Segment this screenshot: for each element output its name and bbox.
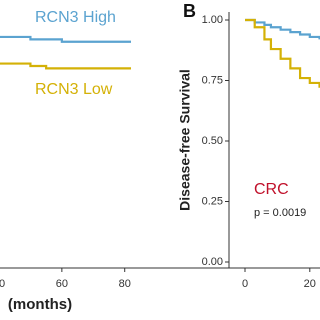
- x-tick-label: 20: [304, 278, 316, 290]
- y-tick-label: 0.00: [202, 256, 223, 268]
- y-axis-label: Disease-free Survival: [177, 69, 193, 211]
- x-tick-label: 0: [242, 278, 248, 290]
- legend-entry: RCN3 High: [35, 9, 116, 26]
- y-tick-label: 1.00: [202, 14, 223, 26]
- y-tick-label: 0.25: [202, 195, 223, 207]
- y-tick-label: 0.50: [202, 135, 223, 147]
- survival-curve: [245, 18, 320, 88]
- y-tick-label: 0.75: [202, 74, 223, 86]
- x-tick-label: 80: [119, 278, 131, 290]
- survival-curve: [245, 18, 320, 40]
- x-tick-label: 40: [0, 278, 5, 290]
- annotation: p = 0.0019: [254, 207, 306, 219]
- annotation: CRC: [254, 181, 289, 198]
- legend-entry: RCN3 Low: [35, 81, 113, 98]
- x-axis-label: (months): [8, 296, 72, 313]
- panel-label: B: [183, 1, 196, 21]
- survival-curve: [0, 35, 131, 43]
- x-tick-label: 60: [56, 278, 68, 290]
- survival-curve: [0, 62, 131, 70]
